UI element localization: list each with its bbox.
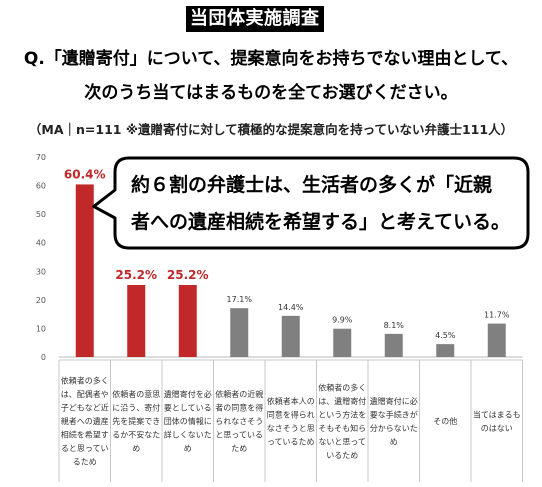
category-label: その他 xyxy=(433,416,457,426)
y-tick-label: 20 xyxy=(36,296,46,305)
bar-value-label: 8.1% xyxy=(384,321,405,330)
bar xyxy=(281,315,300,357)
bar-value-label: 17.1% xyxy=(227,295,253,304)
bar-value-label: 4.5% xyxy=(435,331,456,340)
bar xyxy=(333,328,352,357)
bar xyxy=(436,344,455,357)
y-tick-label: 40 xyxy=(36,239,46,248)
category-label: 依頼者の多くは、遺贈寄付という方法をそもそも知らないと思っているため xyxy=(318,382,366,460)
bar-value-label: 9.9% xyxy=(332,316,353,325)
y-tick-label: 10 xyxy=(36,324,46,333)
category-label: 依頼者本人の同意を得られなさそうと思っているため xyxy=(267,396,315,447)
bar xyxy=(487,323,506,357)
bar-value-label: 11.7% xyxy=(484,311,510,320)
callout-line-2: 者への遺産相続を希望する」と考えている。 xyxy=(131,210,510,233)
bar xyxy=(127,285,146,357)
bar xyxy=(230,308,249,357)
category-label: 依頼者の意思に沿う、寄付先を提案できるか不安なため xyxy=(112,389,160,453)
bar xyxy=(178,285,197,357)
question-line-2: 次のうち当てはまるものを全てお選びください。 xyxy=(84,83,458,103)
bar xyxy=(384,333,403,357)
callout-bubble xyxy=(92,156,530,250)
survey-badge: 当団体実施調査 xyxy=(186,6,324,32)
y-tick-label: 30 xyxy=(36,267,46,276)
y-tick-label: 70 xyxy=(36,153,46,162)
category-label: 遺贈寄付を必要としている団体の情報に詳しくないため xyxy=(164,389,212,453)
bar-value-label: 25.2% xyxy=(167,268,209,282)
category-label: 遺贈寄付に必要な手続きが分からないため xyxy=(370,396,418,447)
callout-line-1: 約６割の弁護士は、生活者の多くが「近親 xyxy=(131,173,492,196)
sample-note: （MA｜n=111 ※遺贈寄付に対して積極的な提案意向を持っていない弁護士111… xyxy=(28,122,514,137)
bar-value-label: 14.4% xyxy=(278,303,304,312)
category-label: 当てはまるものはない xyxy=(473,409,521,433)
bar-value-label: 25.2% xyxy=(115,268,157,282)
y-tick-label: 50 xyxy=(36,210,46,219)
question-line-1: Q.「遺贈寄付」について、提案意向をお持ちでない理由として、 xyxy=(23,49,519,69)
category-label: 依頼者の多くは、配偶者や子どもなど近親者への遺産相続を希望すると思っているため xyxy=(61,376,109,467)
y-tick-label: 0 xyxy=(41,353,46,362)
bar xyxy=(75,184,94,357)
y-tick-label: 60 xyxy=(36,182,46,191)
category-label: 依頼者の近親者の同意を得られなさそうと思っているため xyxy=(215,389,263,453)
bar-value-label: 60.4% xyxy=(64,167,106,181)
